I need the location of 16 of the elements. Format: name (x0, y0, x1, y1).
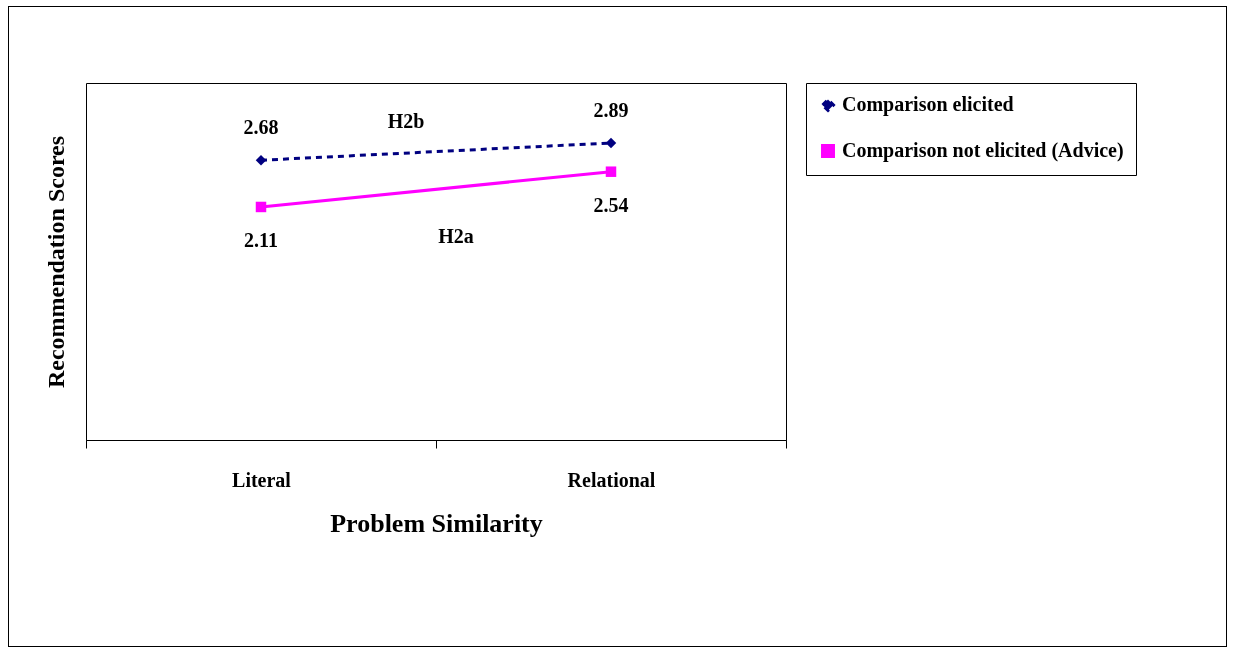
point (255, 201, 267, 213)
data-label: 2.54 (593, 193, 629, 216)
legend-label: Comparison elicited (842, 93, 1014, 116)
data-label: 2.11 (244, 228, 278, 251)
x-tick-label: Literal (232, 468, 292, 491)
point (605, 137, 617, 149)
text: H2a (438, 225, 474, 248)
data-label: 2.89 (593, 99, 629, 121)
x-tick-label: Relational (567, 468, 656, 491)
y-axis-title: Recommendation Scores (42, 135, 69, 389)
data-label: 2.68 (243, 116, 279, 139)
legend-label: Comparison not elicited (Advice) (842, 139, 1124, 162)
point (605, 166, 617, 177)
text: H2b (387, 109, 425, 132)
x-axis-title: Problem Similarity (330, 508, 543, 538)
point (255, 154, 267, 166)
